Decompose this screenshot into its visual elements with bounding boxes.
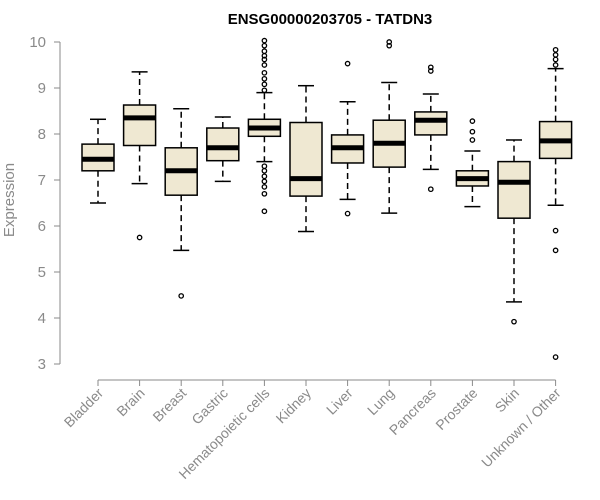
box-gastric	[206, 116, 240, 183]
outlier-point	[261, 37, 268, 44]
outlier-point	[261, 167, 268, 174]
chart-title: ENSG00000203705 - TATDN3	[228, 11, 433, 28]
outlier-point	[552, 354, 559, 360]
outlier-point	[469, 128, 476, 135]
outlier-point	[552, 247, 559, 254]
outlier-point	[261, 75, 268, 82]
outlier-point	[261, 69, 268, 76]
box-lung	[372, 39, 406, 214]
outlier-point	[261, 178, 268, 185]
box-kidney	[289, 84, 323, 233]
outlier-point	[136, 234, 143, 241]
outlier-point	[261, 208, 268, 215]
x-tick-label: Lung	[364, 385, 397, 418]
box-skin	[497, 139, 531, 325]
y-tick-label: 4	[38, 310, 46, 327]
outlier-point	[552, 62, 559, 68]
outlier-point	[552, 46, 559, 53]
box-liver	[330, 60, 365, 217]
y-tick-label: 5	[38, 264, 46, 281]
outlier-point	[261, 184, 268, 190]
box-breast	[164, 107, 198, 299]
outlier-point	[261, 42, 268, 49]
outlier-point	[261, 81, 268, 88]
outlier-point	[261, 173, 268, 180]
outlier-point	[261, 87, 268, 94]
y-axis-label: Expression	[1, 163, 18, 237]
outlier-point	[427, 68, 434, 74]
y-tick-label: 9	[38, 80, 46, 97]
outlier-point	[386, 39, 393, 45]
box-unknown-other	[538, 46, 573, 360]
outlier-point	[552, 227, 559, 234]
iqr-box	[289, 121, 323, 197]
y-tick-label: 8	[38, 126, 46, 143]
x-tick-label: Prostate	[432, 385, 480, 433]
outlier-point	[427, 64, 434, 71]
x-tick-label: Breast	[149, 385, 189, 425]
y-tick-label: 10	[29, 34, 46, 51]
y-tick-label: 6	[38, 218, 46, 235]
x-tick-label: Bladder	[61, 385, 107, 431]
box-bladder	[81, 118, 115, 204]
outlier-point	[552, 52, 559, 58]
outlier-point	[261, 48, 268, 55]
x-tick-label: Unknown / Other	[478, 385, 564, 471]
x-tick-label: Skin	[492, 385, 523, 416]
outlier-point	[178, 293, 185, 299]
box-brain	[122, 71, 157, 241]
box-pancreas	[414, 64, 448, 193]
x-tick-label: Liver	[323, 385, 356, 418]
outlier-point	[386, 42, 393, 49]
box-hematopoietic-cells	[247, 37, 282, 215]
y-tick-label: 7	[38, 172, 46, 189]
outlier-point	[552, 56, 559, 63]
iqr-box	[206, 127, 240, 162]
outlier-point	[469, 137, 476, 143]
x-tick-label: Brain	[113, 385, 147, 419]
iqr-box	[122, 104, 157, 147]
outlier-point	[469, 118, 476, 124]
outlier-point	[427, 186, 434, 193]
axes: 3 4 5 6 7 8 9 10	[29, 34, 557, 386]
outlier-point	[511, 318, 517, 325]
outlier-point	[344, 210, 351, 217]
outlier-point	[261, 163, 268, 170]
box-prostate	[455, 118, 490, 208]
outlier-point	[261, 56, 268, 63]
x-tick-label: Kidney	[273, 385, 315, 427]
outlier-point	[261, 62, 268, 68]
boxes	[81, 37, 573, 360]
iqr-box	[497, 160, 531, 219]
iqr-box	[414, 111, 448, 136]
y-tick-label: 3	[38, 356, 46, 373]
outlier-point	[344, 60, 351, 67]
outlier-point	[261, 190, 268, 197]
